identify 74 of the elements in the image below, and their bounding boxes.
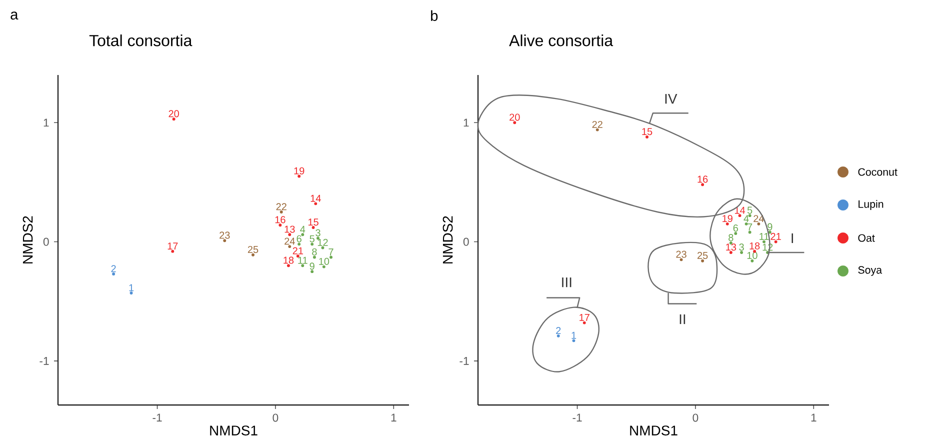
annotation: 8 <box>728 234 734 242</box>
x-tick-label: 0 <box>692 414 698 422</box>
y-tick-label: -1 <box>40 357 49 365</box>
annotation: 8 <box>312 248 317 256</box>
y-axis-title: NMDS2 <box>442 216 453 264</box>
annotation: 16 <box>698 176 708 183</box>
annotation: 24 <box>284 238 295 245</box>
annotation: IV <box>665 94 678 104</box>
chart-title: Total consortia <box>89 34 192 46</box>
x-tick-label: 1 <box>391 414 396 422</box>
annotation: 23 <box>676 250 686 258</box>
annotation: 10 <box>747 252 758 259</box>
annotation: 19 <box>294 167 304 174</box>
x-tick-label: 0 <box>272 414 278 422</box>
annotation: 6 <box>733 224 738 232</box>
annotation: 2 <box>556 327 561 334</box>
annotation: 20 <box>168 110 179 118</box>
annotation: 2 <box>111 265 116 272</box>
y-tick-label: -1 <box>460 357 469 365</box>
annotation: II <box>680 314 686 324</box>
annotation: 15 <box>308 218 318 226</box>
annotation: 20 <box>510 114 520 121</box>
y-tick-label: 0 <box>463 238 469 246</box>
annotation: III <box>562 277 572 288</box>
annotation: 19 <box>722 214 732 222</box>
x-axis-title: NMDS1 <box>210 426 258 436</box>
annotation: 3 <box>739 244 744 251</box>
annotation: 18 <box>750 242 760 250</box>
chart-title: Alive consortia <box>509 34 614 46</box>
y-axis-title: NMDS2 <box>22 216 33 264</box>
x-tick-label: 1 <box>811 414 816 422</box>
annotation: 7 <box>328 248 334 256</box>
annotation: 25 <box>248 246 258 254</box>
annotation: 10 <box>319 258 330 265</box>
annotation: 1 <box>572 332 576 339</box>
annotation: 11 <box>298 256 308 264</box>
annotation: 22 <box>592 120 602 128</box>
text: a <box>10 12 18 20</box>
annotation: 4 <box>744 215 749 222</box>
annotation: 5 <box>747 206 752 214</box>
annotation: 9 <box>768 223 772 230</box>
annotation: 7 <box>748 224 752 230</box>
x-tick-label: -1 <box>572 414 582 422</box>
annotation: 13 <box>726 244 736 251</box>
annotation: 14 <box>310 194 321 202</box>
y-tick-label: 1 <box>464 118 469 127</box>
annotation: 15 <box>642 128 652 136</box>
annotation: 13 <box>284 226 295 233</box>
annotation: 22 <box>276 203 286 210</box>
annotation: 12 <box>318 238 328 246</box>
annotation: 16 <box>275 216 286 224</box>
annotation: 21 <box>770 232 781 240</box>
annotation: 25 <box>697 252 708 259</box>
annotation: 6 <box>296 235 302 242</box>
annotation: 4 <box>300 226 306 233</box>
annotation: 17 <box>580 314 590 321</box>
text: b <box>431 10 438 21</box>
legend-label: Oat <box>858 234 875 242</box>
legend-label: Lupin <box>858 200 884 210</box>
annotation: 23 <box>220 232 230 239</box>
x-axis-title: NMDS1 <box>630 426 678 436</box>
legend-label: Soya <box>858 266 882 276</box>
annotation: 5 <box>310 235 314 242</box>
y-tick-label: 1 <box>44 118 49 127</box>
annotation: 18 <box>284 256 294 264</box>
y-tick-label: 0 <box>43 238 49 246</box>
x-tick-label: -1 <box>152 414 162 422</box>
annotation: I <box>792 233 794 244</box>
annotation: 3 <box>316 229 320 236</box>
annotation: 1 <box>129 284 134 292</box>
legend-label: Coconut <box>858 168 898 176</box>
annotation: 17 <box>168 242 178 250</box>
annotation: 21 <box>292 247 303 254</box>
annotation: 9 <box>310 262 314 270</box>
